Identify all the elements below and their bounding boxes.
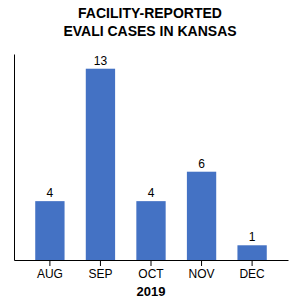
title-line: EVALI CASES IN KANSAS bbox=[63, 23, 236, 39]
bar bbox=[237, 245, 266, 260]
bar bbox=[35, 201, 64, 260]
bar bbox=[187, 172, 216, 260]
data-label: 4 bbox=[47, 186, 54, 200]
x-tick: DEC bbox=[239, 260, 265, 281]
data-label: 4 bbox=[148, 186, 155, 200]
y-axis-line bbox=[14, 55, 15, 261]
x-tick-label: SEP bbox=[88, 267, 112, 281]
x-axis: AUG SEP OCT NOV DEC bbox=[15, 260, 289, 281]
x-tick: NOV bbox=[189, 260, 215, 281]
x-axis-title: 2019 bbox=[137, 284, 166, 299]
data-label: 1 bbox=[249, 230, 256, 244]
x-tick-label: NOV bbox=[189, 267, 215, 281]
x-tick-mark bbox=[201, 260, 202, 266]
x-tick-mark bbox=[252, 260, 253, 266]
x-tick: AUG bbox=[37, 260, 63, 281]
chart-title: FACILITY-REPORTED EVALI CASES IN KANSAS bbox=[63, 5, 236, 39]
y-axis bbox=[14, 55, 15, 261]
x-tick-label: AUG bbox=[37, 267, 63, 281]
data-labels: 4 13 4 6 1 bbox=[47, 54, 256, 245]
x-tick-mark bbox=[49, 260, 50, 266]
plot-area bbox=[35, 69, 267, 260]
bar bbox=[86, 69, 115, 260]
x-tick: OCT bbox=[138, 260, 164, 281]
x-tick-label: OCT bbox=[138, 267, 164, 281]
x-tick-mark bbox=[151, 260, 152, 266]
x-tick-label: DEC bbox=[239, 267, 265, 281]
data-label: 6 bbox=[198, 157, 205, 171]
title-line: FACILITY-REPORTED bbox=[78, 5, 222, 21]
data-label: 13 bbox=[94, 54, 108, 68]
chart-container: 4 13 4 6 1 AUG SEP OCT NOV DEC FACILITY-REPORTED EV… bbox=[0, 0, 300, 306]
x-tick-mark bbox=[100, 260, 101, 266]
chart-svg: 4 13 4 6 1 AUG SEP OCT NOV DEC FACILITY-REPORTED EV… bbox=[0, 0, 300, 306]
bar bbox=[136, 201, 165, 260]
x-tick: SEP bbox=[88, 260, 112, 281]
